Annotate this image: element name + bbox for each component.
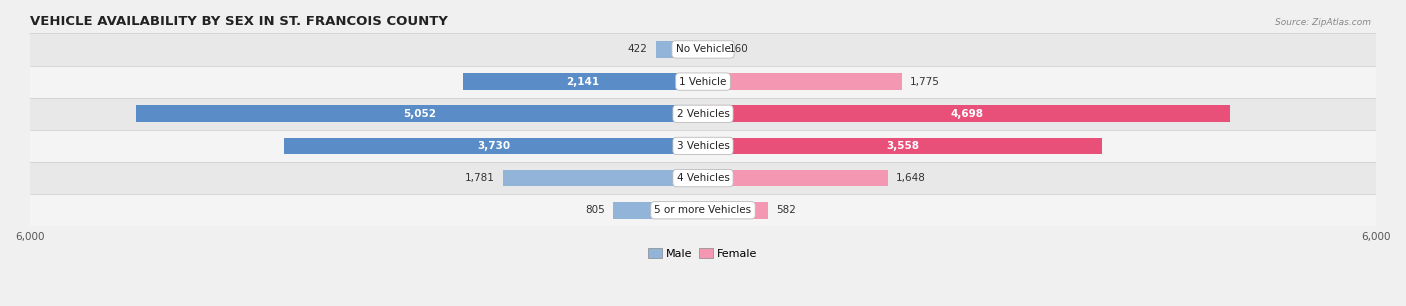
- Text: 2,141: 2,141: [567, 76, 599, 87]
- Bar: [30, 98, 1376, 130]
- Bar: [284, 138, 703, 154]
- Bar: [503, 170, 703, 186]
- Bar: [30, 194, 1376, 226]
- Bar: [703, 138, 1102, 154]
- Text: 160: 160: [730, 44, 749, 54]
- Bar: [463, 73, 703, 90]
- Bar: [703, 170, 889, 186]
- Legend: Male, Female: Male, Female: [644, 244, 762, 263]
- Bar: [30, 162, 1376, 194]
- Bar: [30, 33, 1376, 65]
- Text: Source: ZipAtlas.com: Source: ZipAtlas.com: [1275, 18, 1371, 27]
- Bar: [703, 105, 1230, 122]
- Text: 4 Vehicles: 4 Vehicles: [676, 173, 730, 183]
- Text: 422: 422: [627, 44, 648, 54]
- Text: 3 Vehicles: 3 Vehicles: [676, 141, 730, 151]
- Bar: [703, 202, 768, 219]
- Text: 1 Vehicle: 1 Vehicle: [679, 76, 727, 87]
- Bar: [613, 202, 703, 219]
- Text: 3,558: 3,558: [886, 141, 920, 151]
- Text: 5,052: 5,052: [404, 109, 436, 119]
- Text: VEHICLE AVAILABILITY BY SEX IN ST. FRANCOIS COUNTY: VEHICLE AVAILABILITY BY SEX IN ST. FRANC…: [30, 15, 447, 28]
- Text: 805: 805: [585, 205, 605, 215]
- Text: 1,648: 1,648: [896, 173, 927, 183]
- Bar: [655, 41, 703, 58]
- Bar: [703, 73, 903, 90]
- Bar: [136, 105, 703, 122]
- Bar: [30, 130, 1376, 162]
- Text: 1,775: 1,775: [910, 76, 941, 87]
- Bar: [703, 41, 721, 58]
- Text: 2 Vehicles: 2 Vehicles: [676, 109, 730, 119]
- Text: 5 or more Vehicles: 5 or more Vehicles: [654, 205, 752, 215]
- Text: No Vehicle: No Vehicle: [675, 44, 731, 54]
- Text: 1,781: 1,781: [465, 173, 495, 183]
- Text: 4,698: 4,698: [950, 109, 983, 119]
- Text: 582: 582: [776, 205, 796, 215]
- Bar: [30, 65, 1376, 98]
- Text: 3,730: 3,730: [477, 141, 510, 151]
